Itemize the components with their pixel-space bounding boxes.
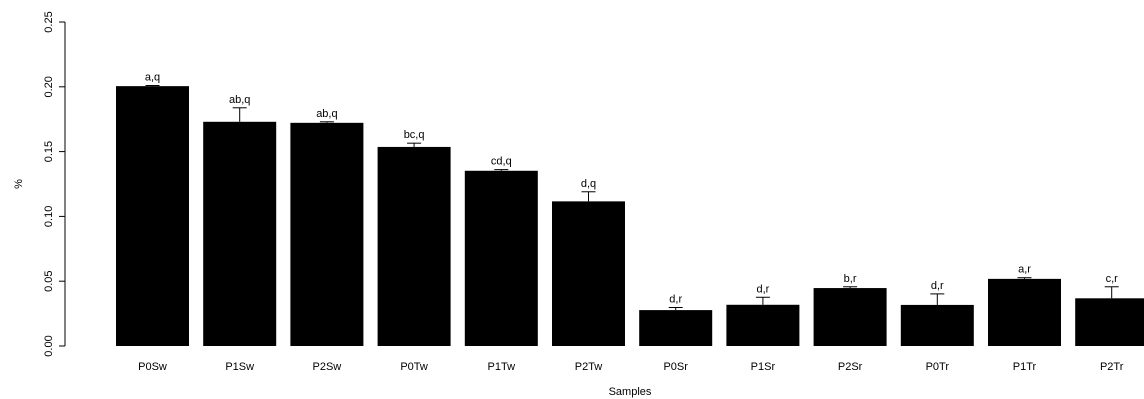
bar-P0Sw <box>116 86 189 346</box>
bar-P0Tr <box>900 304 974 346</box>
y-tick-label: 0.00 <box>43 335 55 356</box>
bar-P1Sw <box>203 121 277 347</box>
error-bars <box>145 85 1119 311</box>
significance-label-P0Tw: bc,q <box>404 129 425 141</box>
x-tick-label-P2Tr: P2Tr <box>1100 361 1124 373</box>
bar-P2Sr <box>813 288 887 346</box>
y-tick-label: 0.20 <box>43 76 55 97</box>
x-tick-label-P2Sw: P2Sw <box>313 361 342 373</box>
y-axis-label: % <box>13 179 25 189</box>
significance-label-P2Tw: d,q <box>581 178 596 190</box>
significance-label-P1Tr: a,r <box>1018 264 1031 276</box>
significance-labels: a,q ab,q ab,q bc,q cd,q d,q d,r d,r b,r d,r a,r c,r <box>145 72 1118 306</box>
x-tick-label-P1Tr: P1Tr <box>1013 361 1037 373</box>
bar-P0Sr <box>639 310 713 346</box>
bar-P2Tr <box>1075 298 1144 346</box>
significance-label-P0Sw: a,q <box>145 72 160 84</box>
x-axis-label: Samples <box>609 386 652 398</box>
x-tick-label-P1Tw: P1Tw <box>488 361 516 373</box>
x-tick-label-P0Sw: P0Sw <box>138 361 167 373</box>
x-tick-labels: P0Sw P1Sw P2Sw P0Tw P1Tw P2Tw P0Sr P1Sr P2Sr P0Tr… <box>138 361 1124 373</box>
bar-P2Sw <box>290 122 364 346</box>
significance-label-P1Tw: cd,q <box>491 156 512 168</box>
x-tick-label-P1Sw: P1Sw <box>225 361 254 373</box>
y-tick-label: 0.05 <box>43 270 55 291</box>
y-ticks: 0.00 0.05 0.10 0.15 0.20 0.25 <box>43 11 65 357</box>
x-tick-label-P1Sr: P1Sr <box>751 361 776 373</box>
significance-label-P1Sw: ab,q <box>229 94 250 106</box>
significance-label-P2Tr: c,r <box>1106 273 1119 285</box>
bars <box>116 86 1144 347</box>
x-tick-label-P0Sr: P0Sr <box>663 361 688 373</box>
bar-P1Tw <box>464 170 538 346</box>
bar-P1Sr <box>726 304 800 346</box>
bar-P2Tw <box>552 201 625 346</box>
bar-P0Tw <box>377 146 451 346</box>
y-tick-label: 0.15 <box>43 141 55 162</box>
x-tick-label-P0Tw: P0Tw <box>400 361 428 373</box>
significance-label-P2Sr: b,r <box>844 273 857 285</box>
y-tick-label: 0.10 <box>43 206 55 227</box>
y-tick-label: 0.25 <box>43 11 55 32</box>
significance-label-P0Sr: d,r <box>669 294 682 306</box>
x-tick-label-P0Tr: P0Tr <box>926 361 950 373</box>
x-tick-label-P2Sr: P2Sr <box>838 361 863 373</box>
significance-label-P0Tr: d,r <box>931 280 944 292</box>
significance-label-P1Sr: d,r <box>756 283 769 295</box>
x-tick-label-P2Tw: P2Tw <box>575 361 603 373</box>
significance-label-P2Sw: ab,q <box>316 108 337 120</box>
bar-P1Tr <box>988 278 1061 346</box>
